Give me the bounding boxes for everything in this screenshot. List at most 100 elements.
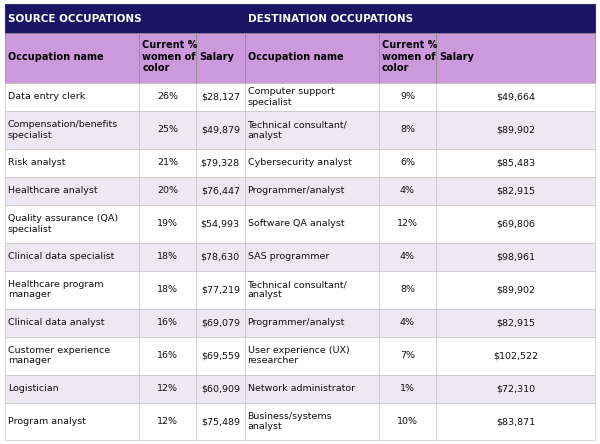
Bar (245, 33, 379, 83)
Text: 19%: 19% (157, 219, 178, 228)
Bar (5, 309, 139, 337)
Text: Clinical data specialist: Clinical data specialist (8, 252, 114, 261)
Text: 10%: 10% (397, 417, 418, 426)
Bar (196, 309, 245, 337)
Text: 25%: 25% (157, 125, 178, 135)
Text: Technical consultant/
analyst: Technical consultant/ analyst (248, 120, 347, 139)
Text: $49,879: $49,879 (201, 125, 240, 135)
Bar (379, 271, 436, 309)
Text: SAS programmer: SAS programmer (248, 252, 329, 261)
Bar (245, 205, 379, 243)
Bar (436, 403, 595, 440)
Bar (139, 271, 196, 309)
Text: Data entry clerk: Data entry clerk (8, 92, 85, 101)
Bar (245, 83, 379, 111)
Bar (5, 403, 139, 440)
Text: SOURCE OCCUPATIONS: SOURCE OCCUPATIONS (8, 14, 142, 24)
Text: 4%: 4% (400, 252, 415, 261)
Text: $82,915: $82,915 (496, 186, 535, 195)
Bar (436, 177, 595, 205)
Text: $79,328: $79,328 (201, 159, 240, 167)
Text: 12%: 12% (157, 384, 178, 393)
Bar (196, 83, 245, 111)
Bar (196, 33, 245, 83)
Text: Occupation name: Occupation name (248, 52, 343, 62)
Bar (379, 243, 436, 271)
Bar (379, 83, 436, 111)
Bar (5, 111, 139, 149)
Text: 6%: 6% (400, 159, 415, 167)
Text: 4%: 4% (400, 186, 415, 195)
Bar (139, 375, 196, 403)
Bar (196, 271, 245, 309)
Bar (436, 111, 595, 149)
Text: Technical consultant/
analyst: Technical consultant/ analyst (248, 280, 347, 299)
Bar (5, 177, 139, 205)
Bar (379, 177, 436, 205)
Text: $78,630: $78,630 (201, 252, 240, 261)
Text: Salary: Salary (199, 52, 234, 62)
Text: 16%: 16% (157, 318, 178, 327)
Text: 18%: 18% (157, 285, 178, 294)
Bar (196, 149, 245, 177)
Text: 8%: 8% (400, 285, 415, 294)
Bar (436, 83, 595, 111)
Text: Network administrator: Network administrator (248, 384, 355, 393)
Bar (139, 309, 196, 337)
Text: Software QA analyst: Software QA analyst (248, 219, 344, 228)
Bar (379, 337, 436, 375)
Text: 12%: 12% (157, 417, 178, 426)
Bar (245, 271, 379, 309)
Text: Programmer/analyst: Programmer/analyst (248, 318, 345, 327)
Bar (436, 337, 595, 375)
Bar (139, 149, 196, 177)
Bar (139, 177, 196, 205)
Bar (139, 403, 196, 440)
Bar (379, 33, 436, 83)
Bar (139, 205, 196, 243)
Text: User experience (UX)
researcher: User experience (UX) researcher (248, 346, 349, 365)
Text: $98,961: $98,961 (496, 252, 535, 261)
Text: $76,447: $76,447 (201, 186, 240, 195)
Bar (245, 309, 379, 337)
Bar (196, 111, 245, 149)
Text: $77,219: $77,219 (201, 285, 240, 294)
Text: $75,489: $75,489 (201, 417, 240, 426)
Text: $102,522: $102,522 (493, 351, 538, 360)
Bar (139, 83, 196, 111)
Text: $49,664: $49,664 (496, 92, 535, 101)
Bar (196, 337, 245, 375)
Bar (245, 403, 379, 440)
Text: $83,871: $83,871 (496, 417, 535, 426)
Bar (436, 149, 595, 177)
Bar (5, 375, 139, 403)
Bar (436, 309, 595, 337)
Text: Programmer/analyst: Programmer/analyst (248, 186, 345, 195)
Text: $69,559: $69,559 (201, 351, 240, 360)
Text: $60,909: $60,909 (201, 384, 240, 393)
Bar (245, 243, 379, 271)
Text: 20%: 20% (157, 186, 178, 195)
Bar (379, 149, 436, 177)
Bar (139, 33, 196, 83)
Bar (436, 243, 595, 271)
Text: 8%: 8% (400, 125, 415, 135)
Text: Computer support
specialist: Computer support specialist (248, 87, 334, 107)
Text: $89,902: $89,902 (496, 285, 535, 294)
Bar (5, 205, 139, 243)
Text: Healthcare analyst: Healthcare analyst (8, 186, 97, 195)
Bar (436, 33, 595, 83)
Text: $72,310: $72,310 (496, 384, 535, 393)
Text: Current %
women of
color: Current % women of color (382, 40, 437, 73)
Text: Current %
women of
color: Current % women of color (142, 40, 198, 73)
Bar (379, 375, 436, 403)
Bar (245, 337, 379, 375)
Bar (245, 149, 379, 177)
Text: Healthcare program
manager: Healthcare program manager (8, 280, 103, 299)
Text: 4%: 4% (400, 318, 415, 327)
Bar (245, 177, 379, 205)
Text: 12%: 12% (397, 219, 418, 228)
Text: Occupation name: Occupation name (8, 52, 103, 62)
Text: $82,915: $82,915 (496, 318, 535, 327)
Bar (139, 111, 196, 149)
